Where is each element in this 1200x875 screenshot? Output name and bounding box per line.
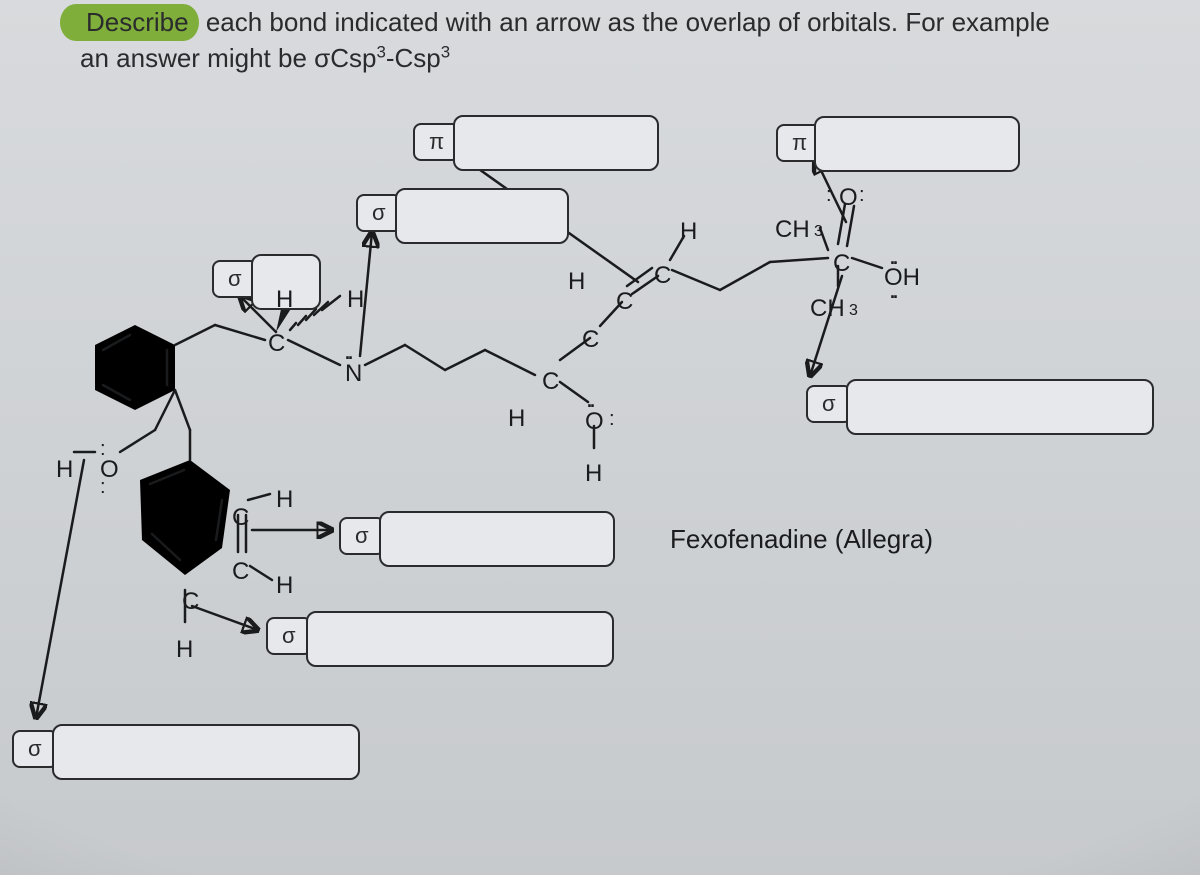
atom-label: H: [56, 456, 73, 484]
atom-label: C: [582, 326, 599, 354]
atom-label: O: [585, 408, 604, 436]
atom-label: C: [616, 288, 633, 316]
atom-label: :: [609, 408, 615, 431]
atom-label: :: [826, 184, 832, 207]
atom-label: H: [347, 286, 364, 314]
atom-label: C: [833, 250, 850, 278]
answer-input[interactable]: [52, 724, 360, 780]
atom-label: C: [232, 558, 249, 586]
atom-label: CH: [775, 216, 810, 244]
atom-label: H: [276, 572, 293, 600]
atom-label: H: [276, 486, 293, 514]
answer-input[interactable]: [846, 379, 1154, 435]
atom-label: ..: [890, 282, 896, 303]
atom-label: H: [680, 218, 697, 246]
atom-label: H: [585, 460, 602, 488]
atom-label: N: [345, 360, 362, 388]
atom-label: H: [508, 405, 525, 433]
bond-type-chip: σ: [806, 385, 852, 423]
worksheet: { "prompt": { "highlighted_word": "Descr…: [0, 0, 1200, 875]
answer-input[interactable]: [306, 611, 614, 667]
atom-label: H: [276, 286, 293, 314]
atom-label: ..: [890, 248, 896, 269]
molecule-caption: Fexofenadine (Allegra): [670, 524, 933, 555]
atom-label: :: [100, 438, 106, 461]
atom-label: C: [268, 330, 285, 358]
answer-input[interactable]: [379, 511, 615, 567]
answer-input[interactable]: [453, 115, 659, 171]
atom-label: CH: [810, 295, 845, 323]
atom-label: ..: [587, 391, 593, 412]
atom-label: ..: [345, 343, 351, 364]
atom-label: C: [182, 588, 199, 616]
atom-label: C: [542, 368, 559, 396]
bond-type-chip: σ: [339, 517, 385, 555]
atom-label: 3: [849, 302, 858, 320]
atom-label: C: [654, 262, 671, 290]
atom-label: 3: [814, 223, 823, 241]
bond-type-chip: σ: [266, 617, 312, 655]
bond-type-chip: σ: [12, 730, 58, 768]
answer-input[interactable]: [395, 188, 569, 244]
atom-label: :: [859, 184, 865, 207]
atom-label: H: [176, 636, 193, 664]
answer-input[interactable]: [814, 116, 1020, 172]
atom-label: :: [100, 476, 106, 499]
atom-label: C: [232, 504, 249, 532]
atom-label: O: [839, 184, 858, 212]
atom-label: H: [568, 268, 585, 296]
